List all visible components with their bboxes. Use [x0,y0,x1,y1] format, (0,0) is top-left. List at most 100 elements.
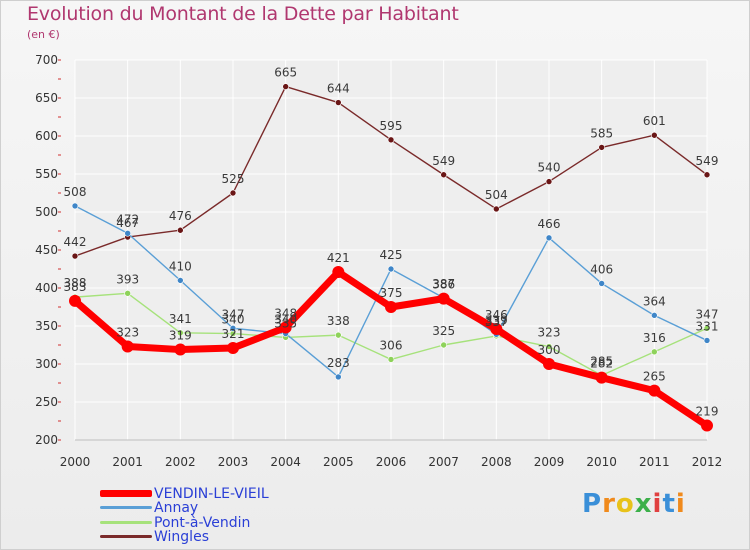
data-label: 425 [380,248,403,262]
x-tick-label: 2006 [376,455,407,469]
y-tick-label: 450 [35,243,58,257]
legend-swatch-vendin [100,490,152,497]
x-tick-label: 2001 [112,455,143,469]
x-tick-label: 2007 [428,455,459,469]
legend-label-pont-a-vendin: Pont-à-Vendin [154,514,251,531]
data-label: 340 [222,313,245,327]
data-label: 364 [643,294,666,308]
data-point-vendin-le-vieil [174,343,187,356]
data-label: 283 [327,356,350,370]
logo-letter: x [634,489,653,519]
data-label: 644 [327,82,350,96]
logo-letter: i [652,489,663,519]
data-point-vendin-le-vieil [490,323,503,336]
data-label: 325 [432,324,455,338]
x-tick-label: 2010 [586,455,617,469]
data-label: 265 [643,370,666,384]
x-tick-label: 2008 [481,455,512,469]
data-label: 337 [485,315,508,329]
data-point-annay [71,202,79,210]
data-point-wingles [651,131,658,139]
x-tick-label: 2004 [270,455,301,469]
y-tick-label: 700 [35,53,58,67]
data-label: 410 [169,259,192,273]
data-label: 383 [64,280,87,294]
legend-item-vendin: VENDIN-LE-VIEIL [100,486,269,502]
data-point-vendin-le-vieil [227,342,239,355]
x-tick-label: 2011 [639,455,670,469]
x-tick-label: 2012 [692,455,723,469]
unit-label: (en €) [27,28,60,41]
data-point-wingles [703,171,711,179]
data-point-wingles [335,99,342,106]
y-tick-label: 650 [35,91,58,105]
data-label: 335 [274,316,297,330]
logo-letter: i [675,489,686,519]
data-label: 323 [116,326,139,340]
data-label: 595 [380,119,403,133]
legend-swatch-annay [100,506,152,509]
data-label: 375 [380,286,403,300]
data-label: 338 [327,314,350,328]
data-label: 393 [116,272,139,286]
data-label: 525 [222,172,245,186]
data-label: 504 [485,188,508,202]
data-label: 319 [169,329,192,343]
data-point-annay [229,324,237,332]
data-point-vendin-le-vieil [332,266,345,279]
data-point-pont-vendin [703,324,711,332]
data-label: 306 [380,338,403,352]
data-label: 323 [538,326,561,340]
legend-swatch-wingles [100,535,152,538]
data-label: 321 [222,327,245,341]
data-point-vendin-le-vieil [121,340,134,353]
data-label: 421 [327,251,350,265]
x-tick-label: 2000 [60,455,91,469]
data-label: 285 [590,354,613,368]
data-label: 549 [432,154,455,168]
legend-label-wingles: Wingles [154,528,209,545]
data-point-vendin-le-vieil [279,321,292,334]
data-point-pont-vendin [545,343,553,350]
y-tick-label: 500 [35,205,58,219]
data-label: 282 [590,357,613,371]
y-tick-label: 250 [35,395,58,409]
logo-letter: r [602,489,616,519]
x-tick-label: 2003 [218,455,249,469]
data-label: 331 [696,319,719,333]
legend-item-wingles: Wingles [100,528,209,545]
data-point-annay [177,277,184,284]
data-point-annay [387,265,395,273]
data-point-pont-vendin [440,341,447,349]
data-point-annay [651,312,658,319]
data-point-vendin-le-vieil [648,384,661,397]
data-label: 601 [643,114,666,128]
x-tick-label: 2009 [534,455,565,469]
data-point-wingles [229,189,237,197]
data-point-pont-vendin [651,348,658,356]
data-label: 300 [538,343,561,357]
y-tick-label: 200 [35,433,58,447]
x-tick-label: 2002 [165,455,196,469]
chart-title: Evolution du Montant de la Dette par Hab… [27,3,459,25]
data-point-wingles [493,205,500,213]
data-point-vendin-le-vieil [701,419,713,432]
data-point-wingles [177,226,184,234]
data-point-wingles [440,171,447,179]
data-label: 339 [485,313,508,327]
legend-item-pont-a-vendin: Pont-à-Vendin [100,514,251,531]
data-label: 549 [696,154,719,168]
data-point-vendin-le-vieil [437,292,450,305]
y-tick-label: 400 [35,281,58,295]
proxiti-logo: Proxiti [582,489,686,519]
data-label: 341 [169,312,192,326]
x-tick-label: 2005 [323,455,354,469]
data-label: 387 [432,277,455,291]
y-tick-label: 350 [35,319,58,333]
data-label: 346 [485,308,508,322]
data-label: 476 [169,209,192,223]
data-label: 219 [696,405,719,419]
data-point-wingles [545,178,553,185]
data-point-pont-vendin [335,331,342,339]
y-tick-label: 600 [35,129,58,143]
